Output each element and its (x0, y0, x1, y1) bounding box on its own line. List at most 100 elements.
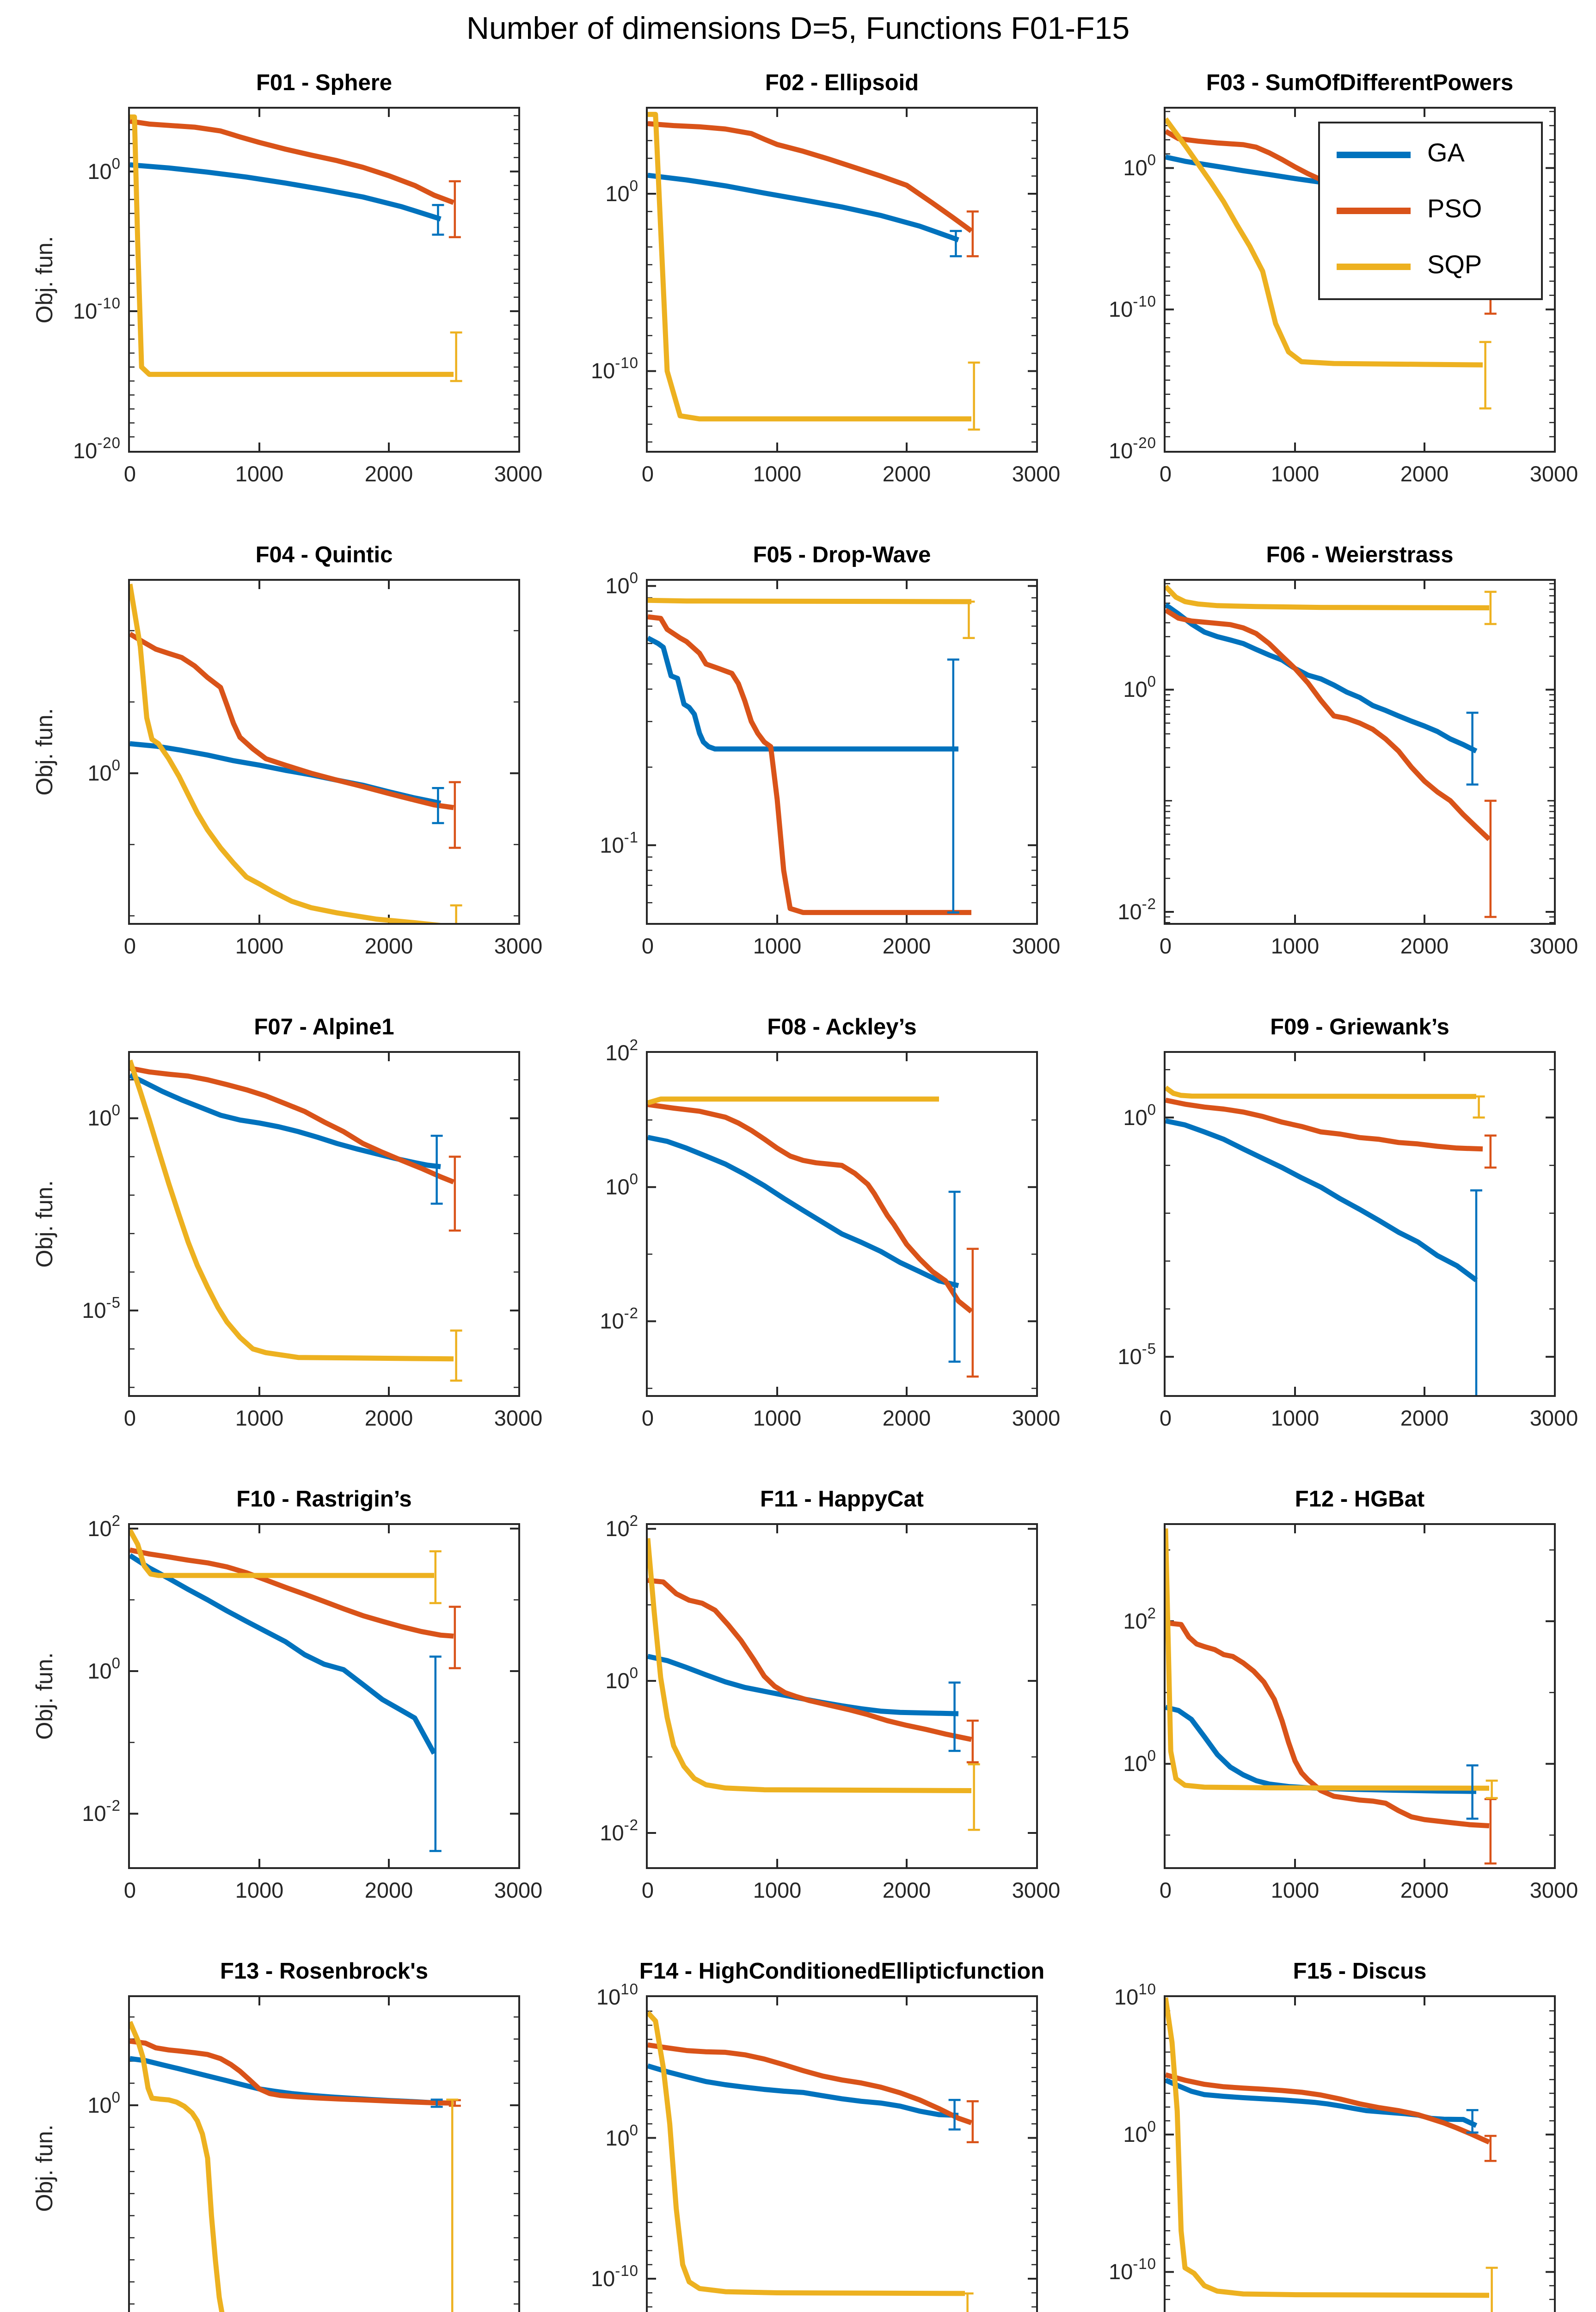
y-axis-label: Obj. fun. (31, 236, 57, 324)
x-tick-label: 1000 (753, 1878, 802, 1902)
x-tick-label: 0 (1159, 1878, 1172, 1902)
x-tick-label: 1000 (753, 461, 802, 486)
curve-pso-F07 (130, 1065, 455, 1185)
y-tick-label: 10-2 (600, 1304, 638, 1334)
legend-label-ga: GA (1427, 138, 1465, 167)
axes-F11 (646, 1523, 1038, 1869)
axes-F15 (1164, 1995, 1556, 2312)
curve-sqp-F02 (648, 111, 971, 422)
x-tick-label: 0 (1159, 1406, 1172, 1430)
curve-canvas-F08 (648, 1053, 1036, 1395)
errorbar-sqp-F14 (961, 2292, 974, 2312)
curve-ga-F10 (130, 1553, 436, 1755)
x-tick-label: 2000 (882, 1878, 931, 1902)
x-tick-label: 0 (1159, 934, 1172, 958)
axes-F12 (1164, 1523, 1556, 1869)
curve-pso-F10 (130, 1547, 454, 1639)
y-tick-label: 10-5 (1117, 1340, 1156, 1369)
errorbar-ga-F07 (430, 1135, 443, 1205)
y-tick-label: 10-2 (1117, 895, 1156, 924)
errorbar-pso-F12 (1484, 1798, 1497, 1865)
curve-canvas-F14 (648, 1997, 1036, 2312)
curve-sqp-F01 (130, 114, 454, 377)
x-tick-label: 3000 (1529, 1406, 1578, 1430)
subplot-title-F15: F15 - Discus (1293, 1959, 1427, 1984)
x-tick-label: 3000 (1529, 934, 1578, 958)
y-tick-label: 102 (605, 1512, 638, 1541)
curve-sqp-F07 (130, 1059, 454, 1362)
curve-pso-F05 (648, 614, 971, 915)
pso-line-sample (1337, 208, 1411, 214)
y-tick-label: 100 (87, 2088, 121, 2117)
axes-F01 (128, 107, 520, 453)
curve-canvas-F01 (130, 109, 518, 451)
subplot-title-F13: F13 - Rosenbrock's (220, 1959, 429, 1984)
y-tick-label: 10-10 (1109, 293, 1156, 322)
errorbar-ga-F02 (950, 230, 962, 258)
curve-pso-F01 (130, 118, 454, 205)
errorbar-sqp-F04 (450, 904, 462, 923)
curve-canvas-F02 (648, 109, 1036, 451)
y-tick-label: 100 (605, 177, 638, 206)
errorbar-pso-F14 (966, 2100, 979, 2143)
curve-canvas-F09 (1166, 1053, 1554, 1395)
errorbar-pso-F08 (966, 1248, 979, 1378)
subplot-title-F05: F05 - Drop-Wave (753, 542, 931, 567)
curve-ga-F14 (648, 2063, 959, 2118)
curve-canvas-F05 (648, 581, 1036, 923)
errorbar-pso-F09 (1484, 1134, 1497, 1169)
errorbar-ga-F12 (1466, 1764, 1479, 1820)
curve-pso-F12 (1166, 1620, 1490, 1828)
subplot-title-F06: F06 - Weierstrass (1266, 542, 1454, 567)
curve-ga-F07 (130, 1073, 441, 1169)
y-tick-label: 10-10 (591, 2262, 638, 2291)
errorbar-sqp-F06 (1484, 590, 1497, 625)
y-tick-label: 102 (605, 1036, 638, 1065)
x-tick-label: 1000 (753, 934, 802, 958)
x-tick-label: 0 (641, 1878, 654, 1902)
curve-canvas-F12 (1166, 1525, 1554, 1867)
x-tick-label: 2000 (364, 934, 413, 958)
y-tick-label: 10-2 (600, 1816, 638, 1845)
y-tick-label: 100 (1123, 1101, 1156, 1130)
curve-sqp-F15 (1166, 1997, 1490, 2298)
y-tick-label: 100 (1123, 1747, 1156, 1776)
axes-F10 (128, 1523, 520, 1869)
x-tick-label: 3000 (1529, 1878, 1578, 1902)
x-tick-label: 1000 (235, 934, 284, 958)
x-tick-label: 1000 (1271, 461, 1320, 486)
x-tick-label: 1000 (235, 461, 284, 486)
x-tick-label: 2000 (1400, 461, 1449, 486)
subplot-title-F07: F07 - Alpine1 (254, 1015, 394, 1039)
subplot-title-F14: F14 - HighConditionedEllipticfunction (639, 1959, 1045, 1984)
axes-F09 (1164, 1051, 1556, 1397)
ga-line-sample (1337, 152, 1411, 158)
curve-pso-F06 (1166, 608, 1491, 842)
errorbar-pso-F10 (448, 1605, 461, 1669)
legend-item-ga: GA (1320, 127, 1541, 183)
x-tick-label: 2000 (1400, 934, 1449, 958)
errorbar-sqp-F07 (450, 1329, 462, 1382)
y-tick-label: 100 (1123, 673, 1156, 702)
y-axis-label: Obj. fun. (31, 1180, 57, 1268)
curve-pso-F08 (648, 1102, 973, 1314)
curve-sqp-F04 (130, 584, 441, 923)
y-tick-label: 10-2 (82, 1797, 121, 1826)
subplot-title-F02: F02 - Ellipsoid (765, 70, 919, 95)
curve-sqp-F13 (130, 2021, 225, 2312)
subplot-title-F08: F08 - Ackley’s (767, 1015, 917, 1039)
x-tick-label: 3000 (1012, 461, 1061, 486)
y-axis-label: Obj. fun. (31, 2124, 57, 2212)
curve-pso-F13 (130, 2038, 454, 2106)
curve-sqp-F09 (1166, 1085, 1477, 1099)
x-tick-label: 0 (123, 461, 136, 486)
curve-canvas-F04 (130, 581, 518, 923)
errorbar-ga-F08 (948, 1191, 961, 1363)
errorbar-ga-F13 (430, 2098, 443, 2108)
legend-item-sqp: SQP (1320, 239, 1541, 295)
errorbar-ga-F05 (947, 658, 959, 914)
errorbar-sqp-F05 (963, 600, 975, 639)
x-tick-label: 0 (641, 1406, 654, 1430)
curve-canvas-F07 (130, 1053, 518, 1395)
y-tick-label: 102 (87, 1512, 121, 1541)
